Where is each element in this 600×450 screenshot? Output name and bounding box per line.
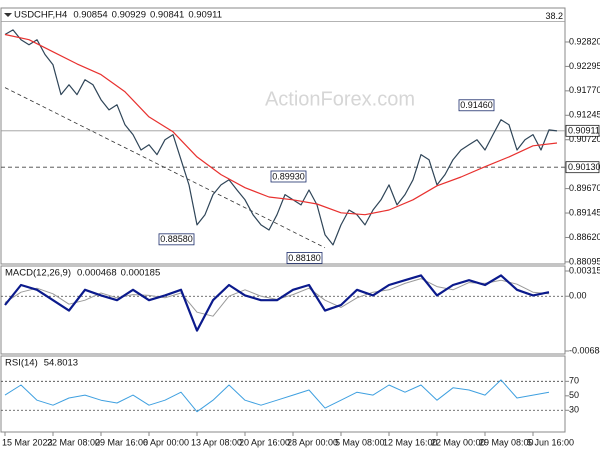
price-label-box — [286, 252, 323, 264]
x-tick-label: 12 May 16:00 — [383, 437, 438, 447]
x-tick-label: 15 Mar 2023 — [2, 437, 53, 447]
price-label-box — [270, 170, 307, 183]
y-tick-label: 0.89670 — [569, 183, 600, 193]
x-tick-label: 22 May 00:00 — [431, 437, 486, 447]
y-tick-label: 0.91770 — [569, 85, 600, 95]
y-tick-label: 50 — [569, 390, 579, 400]
x-tick-label: 29 May 08:00 — [479, 437, 534, 447]
readout-value: 54.8013 — [44, 358, 78, 369]
panel-frame — [0, 7, 566, 265]
axis-value-box — [565, 161, 600, 174]
menu-arrow — [4, 13, 12, 17]
y-tick-label: 30 — [569, 405, 579, 415]
series-line — [4, 29, 558, 246]
axis-value-label: 0.90130 — [568, 162, 600, 172]
price-label: 0.89930 — [272, 171, 305, 181]
y-tick-label: -0.006844 — [569, 345, 600, 355]
y-tick-label: 0.88620 — [569, 232, 600, 242]
watermark: ActionForex.com — [265, 88, 415, 110]
y-tick-label: 0.00 — [569, 291, 587, 301]
readout-value: 0.90929 — [112, 10, 146, 21]
price-label: 0.88580 — [160, 234, 193, 244]
readout-value: 0.90841 — [150, 10, 184, 21]
x-tick-label: 22 Mar 08:00 — [47, 437, 100, 447]
x-tick-label: 5 Jun 16:00 — [527, 437, 574, 447]
y-tick-label: 0.91245 — [569, 110, 600, 120]
readout-value: 0.000468 — [77, 268, 117, 279]
panel-frame — [0, 355, 566, 433]
y-tick-label: 0.88095 — [569, 256, 600, 266]
series-line — [4, 274, 550, 332]
price-label: 0.88180 — [288, 253, 321, 263]
readout-value: 0.90854 — [73, 10, 107, 21]
axis-value-box — [565, 124, 600, 137]
x-tick-label: 29 Mar 16:00 — [95, 437, 148, 447]
y-tick-label: 0.92820 — [569, 36, 600, 46]
level-label: 38.2 — [545, 11, 563, 21]
x-tick-label: 5 May 08:00 — [335, 437, 385, 447]
y-tick-label: 70 — [569, 376, 579, 386]
series-line — [4, 379, 550, 413]
price-label-box — [458, 99, 495, 112]
y-tick-label: 0.92295 — [569, 61, 600, 71]
panel-title: USDCHF,H4 — [14, 10, 67, 21]
x-tick-label: 28 Apr 00:00 — [287, 437, 338, 447]
readout-value: 0.000185 — [121, 268, 161, 279]
price-label: 0.91460 — [460, 100, 493, 110]
x-tick-label: 20 Apr 16:00 — [239, 437, 290, 447]
y-tick-label: 0.89145 — [569, 207, 600, 217]
axis-value-label: 0.90911 — [568, 126, 600, 136]
x-tick-label: 13 Apr 08:00 — [191, 437, 242, 447]
series-line — [4, 33, 558, 216]
y-tick-label: 0.003154 — [569, 265, 600, 275]
panel-title: RSI(14) — [5, 358, 38, 369]
price-label-box — [158, 233, 195, 246]
readout-value: 0.90911 — [188, 10, 222, 21]
panel-title: MACD(12,26,9) — [5, 268, 71, 279]
x-tick-label: 6 Apr 00:00 — [143, 437, 189, 447]
trendline — [4, 87, 326, 249]
y-tick-label: 0.90720 — [569, 134, 600, 144]
panel-frame — [0, 265, 566, 355]
